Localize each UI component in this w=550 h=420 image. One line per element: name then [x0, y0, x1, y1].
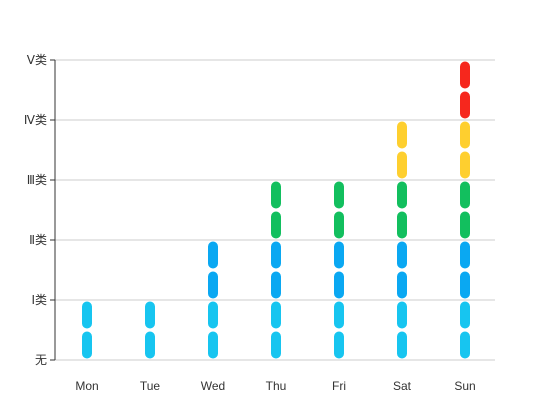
bar-segment [271, 271, 281, 299]
bar-segment [334, 301, 344, 329]
bar-segment [271, 331, 281, 359]
bar-segment [271, 181, 281, 209]
y-tick-label: Ⅰ类 [31, 293, 47, 307]
x-tick-label: Thu [266, 379, 287, 393]
bar-segment [334, 271, 344, 299]
bar-segment [460, 121, 470, 149]
y-tick-label: Ⅳ类 [24, 113, 47, 127]
x-tick-label: Sun [454, 379, 475, 393]
bar-segment [460, 211, 470, 239]
bar-segment [145, 331, 155, 359]
x-axis-ticks: Mon Tue Wed Thu Fri Sat Sun [75, 379, 475, 393]
bar-segment [397, 301, 407, 329]
bar-segment [82, 331, 92, 359]
bar-segment [208, 331, 218, 359]
bar-sun [460, 61, 470, 359]
bar-thu [271, 181, 281, 359]
bar-segment [460, 301, 470, 329]
bar-segment [397, 211, 407, 239]
bar-segment [460, 91, 470, 119]
bar-segment [271, 301, 281, 329]
bar-fri [334, 181, 344, 359]
bar-segment [397, 121, 407, 149]
bar-segment [334, 211, 344, 239]
bar-segment [397, 181, 407, 209]
bar-segment [145, 301, 155, 329]
bar-segment [208, 301, 218, 329]
grid-lines [55, 59, 495, 361]
y-tick-label: Ⅲ类 [27, 173, 47, 187]
bar-segment [460, 181, 470, 209]
y-axis-ticks: 无 Ⅰ类 Ⅱ类 Ⅲ类 Ⅳ类 Ⅴ类 [24, 53, 55, 367]
bar-segment [460, 241, 470, 269]
bar-segment [208, 271, 218, 299]
bar-segment [271, 211, 281, 239]
bar-segment [82, 301, 92, 329]
bar-segment [334, 241, 344, 269]
bar-sat [397, 121, 407, 359]
bar-segment [397, 241, 407, 269]
bar-segment [397, 151, 407, 179]
bar-segment [460, 271, 470, 299]
bar-segment [460, 151, 470, 179]
bar-tue [145, 301, 155, 359]
x-tick-label: Mon [75, 379, 98, 393]
bar-mon [82, 301, 92, 359]
x-tick-label: Sat [393, 379, 412, 393]
bar-segment [271, 241, 281, 269]
bars [82, 61, 470, 359]
bar-segment [334, 181, 344, 209]
y-tick-label: Ⅴ类 [27, 53, 47, 67]
y-tick-label: 无 [35, 353, 47, 367]
x-tick-label: Tue [140, 379, 161, 393]
bar-segment [460, 61, 470, 89]
bar-segment [208, 241, 218, 269]
bar-segment [397, 271, 407, 299]
y-tick-label: Ⅱ类 [29, 233, 47, 247]
bar-segment [460, 331, 470, 359]
x-tick-label: Wed [201, 379, 225, 393]
bar-wed [208, 241, 218, 359]
bar-segment [334, 331, 344, 359]
bar-segment [397, 331, 407, 359]
x-tick-label: Fri [332, 379, 346, 393]
